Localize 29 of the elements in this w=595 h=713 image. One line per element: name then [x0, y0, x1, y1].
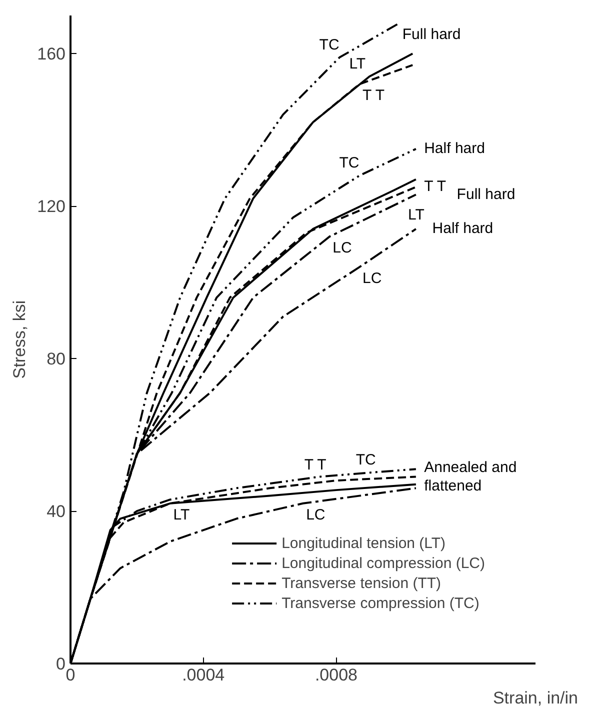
y-axis-title: Stress, ksi [10, 300, 30, 379]
annotation: Full hard [402, 26, 461, 44]
annotation: TC [319, 36, 340, 54]
annotation: TC [339, 154, 360, 172]
legend-label: Transverse tension (TT) [282, 574, 442, 592]
legend-label: Transverse compression (TC) [282, 594, 480, 612]
x-tick-label: .0004 [182, 666, 225, 684]
x-axis-title: Strain, in/in [492, 688, 578, 708]
annotation: TC [356, 451, 376, 468]
annotation: LT [349, 56, 366, 73]
annotation: Annealed and flattened [424, 458, 517, 495]
annotation: LC [306, 506, 326, 524]
y-tick-label: 40 [46, 502, 66, 522]
annotation: LC [332, 240, 352, 257]
annotation: T T [304, 456, 326, 474]
annotation: Full hard [456, 186, 516, 203]
annotation: Half hard [432, 220, 494, 238]
annotation: Half hard [424, 140, 485, 158]
y-tick-label: 160 [37, 44, 66, 64]
legend-label: Longitudinal tension (LT) [282, 534, 446, 552]
legend-label: Longitudinal compression (LC) [282, 554, 485, 572]
annotation: T T [424, 178, 446, 196]
annotation: LT [173, 506, 190, 524]
x-tick-label: .0008 [314, 666, 358, 684]
annotation: T T [362, 87, 384, 104]
y-tick-label: 80 [46, 350, 66, 369]
y-tick-label: 120 [37, 197, 66, 216]
annotation: LT [408, 206, 424, 224]
annotation: LC [362, 270, 382, 288]
